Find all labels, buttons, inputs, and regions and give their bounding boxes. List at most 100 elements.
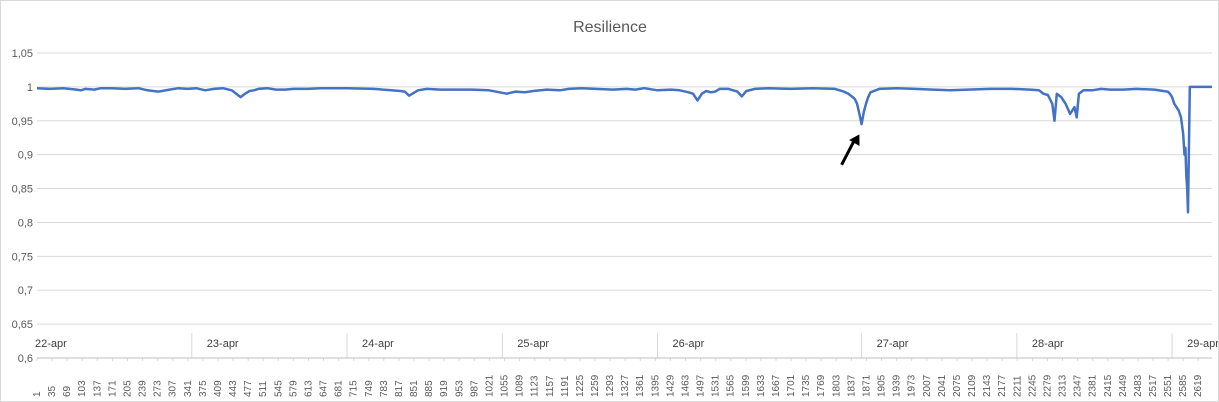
day-label: 29-apr (1187, 338, 1218, 350)
x-tick-label: 1293 (605, 374, 616, 397)
series-line (36, 85, 1212, 214)
y-tick-label: 0,6 (18, 353, 33, 365)
x-tick-label: 851 (409, 380, 420, 397)
y-tick-label: 0,65 (12, 319, 33, 331)
y-tick-label: 0,95 (12, 116, 33, 128)
x-tick-label: 2041 (937, 374, 948, 397)
x-tick-label: 987 (469, 380, 480, 397)
x-tick-label: 1055 (500, 374, 511, 397)
grid-layer (37, 52, 1212, 359)
x-tick-label: 1905 (877, 374, 888, 397)
y-tick-label: 0,7 (18, 285, 33, 297)
x-tick-label: 1973 (907, 374, 918, 397)
x-tick-label: 341 (183, 380, 194, 397)
x-tick-label: 1157 (545, 375, 556, 397)
x-tick-label: 1327 (620, 374, 631, 397)
y-tick-label: 1 (27, 82, 33, 94)
x-tick-label: 783 (379, 380, 390, 397)
x-tick-label: 1939 (892, 374, 903, 397)
x-tick-label: 1123 (530, 375, 541, 397)
x-tick-label: 69 (62, 385, 73, 397)
day-label: 26-apr (673, 338, 705, 350)
x-tick-label: 2517 (1148, 374, 1159, 397)
y-tick-label: 0,75 (12, 251, 33, 263)
y-axis: 0,6 0,65 0,7 0,75 0,8 0,85 0,9 0,95 1 1,05 (12, 48, 33, 365)
x-tick-label: 2585 (1178, 374, 1189, 397)
x-tick-label: 2449 (1118, 374, 1129, 397)
day-label: 24-apr (362, 338, 394, 350)
x-tick-label: 1565 (726, 374, 737, 397)
x-tick-label: 1 (32, 391, 43, 397)
x-tick-label: 1191 (560, 375, 571, 397)
x-tick-label: 511 (258, 381, 269, 397)
x-tick-label: 2109 (967, 374, 978, 397)
x-tick-label: 1531 (711, 374, 722, 397)
x-tick-label: 817 (394, 380, 405, 397)
x-tick-label: 1701 (786, 374, 797, 397)
x-tick-label: 2483 (1133, 374, 1144, 397)
x-tick-label: 681 (334, 380, 345, 397)
x-tick-label: 2313 (1058, 374, 1069, 397)
x-tick-label: 2619 (1193, 374, 1204, 397)
x-tick-label: 545 (273, 380, 284, 397)
x-tick-label: 2279 (1042, 374, 1053, 397)
x-tick-label: 273 (153, 380, 164, 397)
x-tick-label: 35 (47, 385, 58, 397)
y-tick-label: 1,05 (12, 48, 33, 60)
x-tick-label: 1361 (635, 374, 646, 397)
day-label: 23-apr (207, 338, 239, 350)
x-tick-label: 239 (138, 380, 149, 397)
chart-title: Resilience (573, 19, 647, 36)
day-label: 27-apr (877, 338, 909, 350)
x-tick-label: 443 (228, 380, 239, 397)
x-tick-label: 2347 (1073, 374, 1084, 397)
y-tick-label: 0,8 (18, 217, 33, 229)
x-tick-label: 1021 (484, 374, 495, 397)
x-tick-label: 1871 (861, 374, 872, 397)
x-tick-label: 1497 (696, 374, 707, 397)
x-tick-label: 2551 (1163, 374, 1174, 397)
x-tick-label: 171 (107, 380, 118, 397)
x-tick-label: 715 (349, 380, 360, 397)
x-tick-label: 103 (77, 380, 88, 397)
x-tick-label: 749 (364, 380, 375, 397)
x-tick-label: 1259 (590, 374, 601, 397)
x-tick-label: 613 (303, 380, 314, 397)
annotation-arrowhead (849, 134, 860, 146)
x-tick-label: 2245 (1027, 374, 1038, 397)
x-tick-label: 579 (288, 380, 299, 397)
x-tick-label: 375 (198, 380, 209, 397)
x-tick-label: 1837 (846, 374, 857, 397)
x-tick-label: 1429 (665, 374, 676, 397)
annotation-arrow (840, 137, 857, 166)
x-tick-label: 647 (319, 380, 330, 397)
x-tick-label: 205 (122, 380, 133, 397)
x-axis: 22-apr 23-apr 24-apr 25-apr 26-apr 27-apr 28-a… (32, 333, 1218, 397)
y-tick-label: 0,85 (12, 184, 33, 196)
series-layer (36, 85, 1212, 214)
x-tick-label: 2381 (1088, 374, 1099, 397)
x-tick-label: 1633 (756, 374, 767, 397)
x-tick-label: 885 (424, 380, 435, 397)
x-tick-label: 2007 (922, 374, 933, 397)
x-tick-label: 1667 (771, 374, 782, 397)
x-tick-label: 1769 (816, 374, 827, 397)
x-tick-label: 1225 (575, 374, 586, 397)
x-tick-label: 477 (243, 380, 254, 397)
x-tick-label: 307 (168, 380, 179, 397)
x-tick-label: 1735 (801, 374, 812, 397)
x-tick-label: 409 (213, 380, 224, 397)
x-tick-label: 953 (454, 380, 465, 397)
x-tick-label: 1395 (650, 374, 661, 397)
x-tick-label: 919 (439, 380, 450, 397)
x-tick-label: 2177 (997, 374, 1008, 397)
x-tick-label: 2143 (982, 374, 993, 397)
x-tick-label: 2075 (952, 374, 963, 397)
y-tick-label: 0,9 (18, 150, 33, 162)
day-label: 28-apr (1032, 338, 1064, 350)
day-label: 25-apr (517, 338, 549, 350)
x-tick-label: 2415 (1103, 374, 1114, 397)
day-label: 22-apr (35, 338, 67, 350)
